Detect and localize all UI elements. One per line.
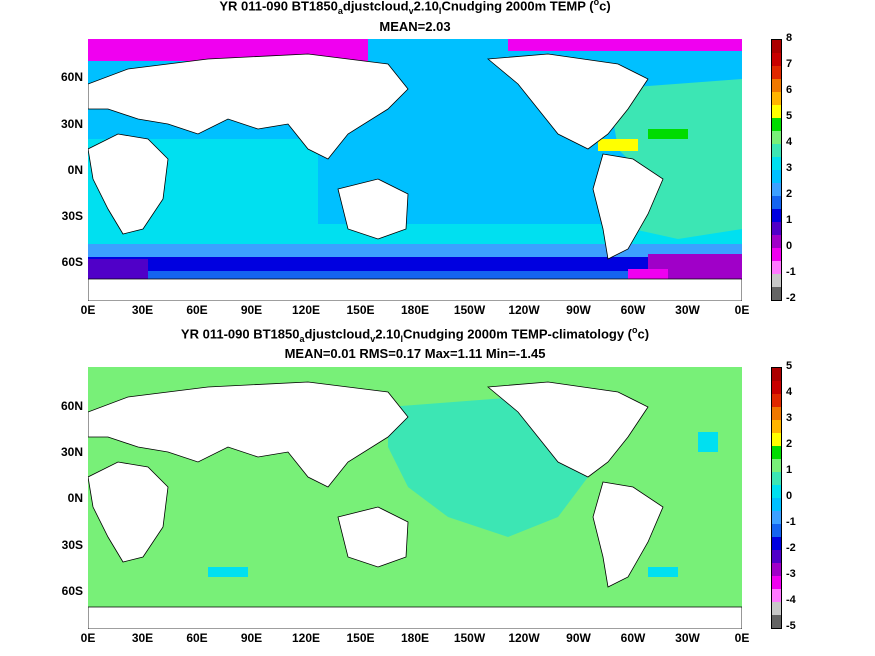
p2-lon-tick: 30E [131,631,154,645]
p1-lat-30n: 30N [60,117,83,131]
p2-colorbar-label: -3 [786,568,796,580]
p1-lon-tick: 120E [291,303,321,317]
p2-lon-tick: 60W [620,631,646,645]
p2-lon-tick: 30W [675,631,700,645]
p1-lon-tick: 0E [734,303,750,317]
p1-lon-tick: 180E [400,303,430,317]
p1-colorbar-label: 0 [786,240,793,252]
panel1-subtitle: MEAN=2.03 [379,19,451,34]
p2-lon-tick: 150W [453,631,486,645]
colorbar-1 [771,39,782,301]
p2-lon-tick: 120W [508,631,540,645]
p1-lon-tick: 60W [620,303,646,317]
p1-colorbar-label: 6 [786,84,793,96]
p1-colorbar-label: 3 [786,162,793,174]
colorbar-2 [771,367,782,629]
p2-colorbar-label: -1 [786,516,796,528]
p1-lon-tick: 90E [240,303,263,317]
p2-colorbar-label: -5 [786,620,796,632]
map-1-canvas [88,39,742,301]
p1-lat-60n: 60N [60,70,83,84]
p2-colorbar-label: -4 [786,594,796,606]
p1-colorbar-label: 8 [786,32,793,44]
p1-lon-tick: 30W [675,303,700,317]
map-2-canvas [88,367,742,629]
p1-colorbar-label: 5 [786,110,793,122]
p1-lat-60s: 60S [61,255,83,269]
p2-lon-tick: 0E [80,631,96,645]
p1-colorbar-label: -1 [786,266,796,278]
panel1-title: YR 011-090 BT1850adjustcloudv2.10lCnudgi… [219,0,611,16]
p2-lon-tick: 90W [566,631,591,645]
p2-colorbar-label: 1 [786,464,793,476]
p2-colorbar-label: 2 [786,438,793,450]
p2-lat-0n: 0N [67,491,83,505]
p1-lon-tick: 0E [80,303,96,317]
p2-colorbar-label: 4 [786,386,793,398]
p2-lat-60n: 60N [60,399,83,413]
p2-lon-tick: 150E [346,631,375,645]
p2-colorbar-label: -2 [786,542,796,554]
p1-lon-tick: 120W [508,303,540,317]
p2-colorbar-label: 3 [786,412,793,424]
p1-lat-30s: 30S [61,209,83,223]
p1-lon-tick: 150E [346,303,375,317]
p2-lon-tick: 180E [400,631,430,645]
p2-lat-60s: 60S [61,584,83,598]
p2-lon-tick: 60E [186,631,208,645]
p1-lon-tick: 150W [453,303,486,317]
p1-lon-tick: 30E [131,303,154,317]
panel2-subtitle: MEAN=0.01 RMS=0.17 Max=1.11 Min=-1.45 [284,346,546,361]
p1-lon-tick: 90W [566,303,591,317]
map-panel-1 [88,39,742,301]
p1-lon-tick: 60E [186,303,208,317]
p2-lon-tick: 0E [734,631,750,645]
p2-lat-30n: 30N [60,445,83,459]
p2-lon-tick: 90E [240,631,263,645]
map-panel-2 [88,367,742,629]
p1-colorbar-label: 7 [786,58,793,70]
p2-colorbar-label: 0 [786,490,793,502]
p2-lon-tick: 120E [291,631,321,645]
p1-colorbar-label: 1 [786,214,793,226]
p1-lat-0n: 0N [67,163,83,177]
p1-colorbar-label: 2 [786,188,793,200]
panel2-title: YR 011-090 BT1850adjustcloudv2.10lCnudgi… [180,325,650,344]
p2-lat-30s: 30S [61,538,83,552]
p1-colorbar-label: -2 [786,292,796,304]
p1-colorbar-label: 4 [786,136,793,148]
p2-colorbar-label: 5 [786,360,793,372]
